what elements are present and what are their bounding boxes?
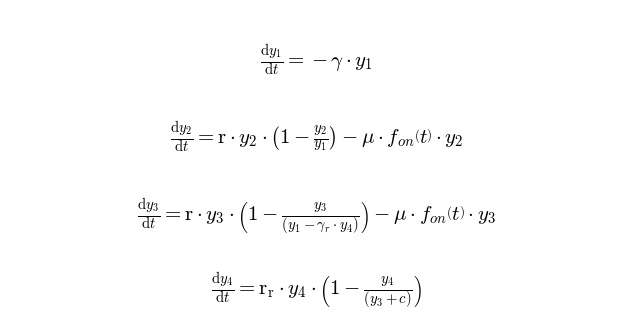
Text: $\frac{\mathrm{d}y_3}{\mathrm{d}t} = \mathrm{r} \cdot y_3 \cdot \left(1 - \frac{: $\frac{\mathrm{d}y_3}{\mathrm{d}t} = \ma…	[138, 197, 496, 238]
Text: $\frac{\mathrm{d}y_1}{\mathrm{d}t} = -\gamma \cdot y_1$: $\frac{\mathrm{d}y_1}{\mathrm{d}t} = -\g…	[261, 43, 373, 78]
Text: $\frac{\mathrm{d}y_4}{\mathrm{d}t} = \mathrm{r_r} \cdot y_4 \cdot \left(1 - \fra: $\frac{\mathrm{d}y_4}{\mathrm{d}t} = \ma…	[211, 271, 423, 312]
Text: $\frac{\mathrm{d}y_2}{\mathrm{d}t} = \mathrm{r} \cdot y_2 \cdot \left(1 - \frac{: $\frac{\mathrm{d}y_2}{\mathrm{d}t} = \ma…	[170, 120, 464, 155]
